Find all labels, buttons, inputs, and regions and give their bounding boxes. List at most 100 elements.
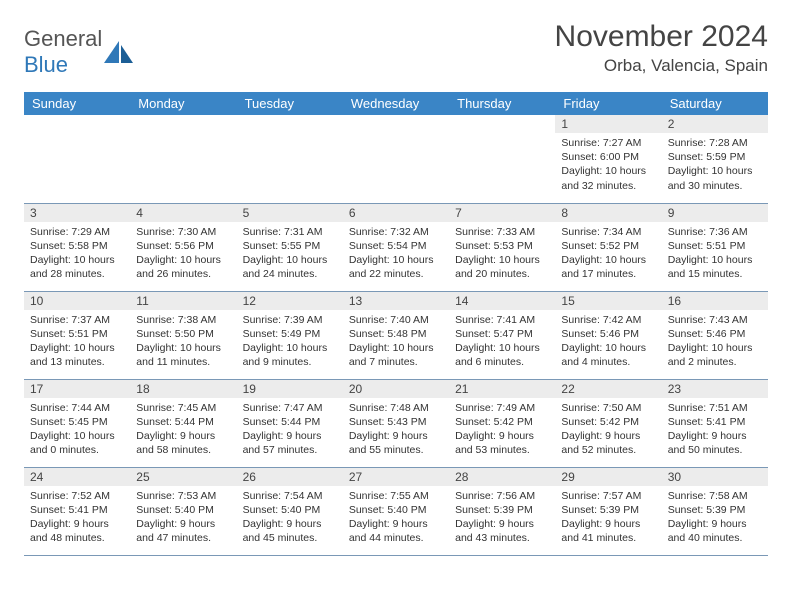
day-body: Sunrise: 7:31 AMSunset: 5:55 PMDaylight:… <box>237 222 343 286</box>
day-number: 11 <box>130 292 236 310</box>
location-text: Orba, Valencia, Spain <box>555 56 768 76</box>
calendar-cell: 14Sunrise: 7:41 AMSunset: 5:47 PMDayligh… <box>449 291 555 379</box>
sail-icon <box>102 39 136 67</box>
calendar-cell: 9Sunrise: 7:36 AMSunset: 5:51 PMDaylight… <box>662 203 768 291</box>
day-header: Thursday <box>449 92 555 115</box>
day-body: Sunrise: 7:42 AMSunset: 5:46 PMDaylight:… <box>555 310 661 374</box>
calendar-cell <box>24 115 130 203</box>
calendar-cell <box>343 115 449 203</box>
day-header: Sunday <box>24 92 130 115</box>
calendar-cell: 5Sunrise: 7:31 AMSunset: 5:55 PMDaylight… <box>237 203 343 291</box>
calendar-cell: 27Sunrise: 7:55 AMSunset: 5:40 PMDayligh… <box>343 467 449 555</box>
calendar-cell: 17Sunrise: 7:44 AMSunset: 5:45 PMDayligh… <box>24 379 130 467</box>
calendar-cell: 15Sunrise: 7:42 AMSunset: 5:46 PMDayligh… <box>555 291 661 379</box>
day-body: Sunrise: 7:30 AMSunset: 5:56 PMDaylight:… <box>130 222 236 286</box>
day-number: 10 <box>24 292 130 310</box>
day-body: Sunrise: 7:48 AMSunset: 5:43 PMDaylight:… <box>343 398 449 462</box>
day-number: 2 <box>662 115 768 133</box>
day-number: 8 <box>555 204 661 222</box>
calendar-week: 3Sunrise: 7:29 AMSunset: 5:58 PMDaylight… <box>24 203 768 291</box>
day-body: Sunrise: 7:38 AMSunset: 5:50 PMDaylight:… <box>130 310 236 374</box>
day-number: 22 <box>555 380 661 398</box>
calendar-cell: 6Sunrise: 7:32 AMSunset: 5:54 PMDaylight… <box>343 203 449 291</box>
day-number: 20 <box>343 380 449 398</box>
day-number: 12 <box>237 292 343 310</box>
calendar-cell: 28Sunrise: 7:56 AMSunset: 5:39 PMDayligh… <box>449 467 555 555</box>
calendar-cell: 10Sunrise: 7:37 AMSunset: 5:51 PMDayligh… <box>24 291 130 379</box>
day-body: Sunrise: 7:29 AMSunset: 5:58 PMDaylight:… <box>24 222 130 286</box>
day-body: Sunrise: 7:43 AMSunset: 5:46 PMDaylight:… <box>662 310 768 374</box>
calendar-cell: 2Sunrise: 7:28 AMSunset: 5:59 PMDaylight… <box>662 115 768 203</box>
calendar-cell <box>449 115 555 203</box>
day-body: Sunrise: 7:41 AMSunset: 5:47 PMDaylight:… <box>449 310 555 374</box>
day-number: 13 <box>343 292 449 310</box>
day-body: Sunrise: 7:51 AMSunset: 5:41 PMDaylight:… <box>662 398 768 462</box>
calendar-cell: 18Sunrise: 7:45 AMSunset: 5:44 PMDayligh… <box>130 379 236 467</box>
day-body: Sunrise: 7:32 AMSunset: 5:54 PMDaylight:… <box>343 222 449 286</box>
day-body: Sunrise: 7:55 AMSunset: 5:40 PMDaylight:… <box>343 486 449 550</box>
day-number: 5 <box>237 204 343 222</box>
calendar-week: 17Sunrise: 7:44 AMSunset: 5:45 PMDayligh… <box>24 379 768 467</box>
day-number: 25 <box>130 468 236 486</box>
brand-text: General Blue <box>24 26 102 78</box>
day-header: Saturday <box>662 92 768 115</box>
calendar-cell: 30Sunrise: 7:58 AMSunset: 5:39 PMDayligh… <box>662 467 768 555</box>
day-header: Monday <box>130 92 236 115</box>
day-body: Sunrise: 7:53 AMSunset: 5:40 PMDaylight:… <box>130 486 236 550</box>
day-number: 9 <box>662 204 768 222</box>
day-number: 18 <box>130 380 236 398</box>
calendar-cell: 12Sunrise: 7:39 AMSunset: 5:49 PMDayligh… <box>237 291 343 379</box>
day-number: 24 <box>24 468 130 486</box>
day-number: 23 <box>662 380 768 398</box>
day-number: 16 <box>662 292 768 310</box>
day-body: Sunrise: 7:45 AMSunset: 5:44 PMDaylight:… <box>130 398 236 462</box>
calendar-cell <box>237 115 343 203</box>
day-body: Sunrise: 7:33 AMSunset: 5:53 PMDaylight:… <box>449 222 555 286</box>
day-number: 30 <box>662 468 768 486</box>
day-body: Sunrise: 7:28 AMSunset: 5:59 PMDaylight:… <box>662 133 768 197</box>
calendar-cell: 23Sunrise: 7:51 AMSunset: 5:41 PMDayligh… <box>662 379 768 467</box>
calendar-week: 10Sunrise: 7:37 AMSunset: 5:51 PMDayligh… <box>24 291 768 379</box>
day-body: Sunrise: 7:49 AMSunset: 5:42 PMDaylight:… <box>449 398 555 462</box>
day-number: 1 <box>555 115 661 133</box>
day-body: Sunrise: 7:37 AMSunset: 5:51 PMDaylight:… <box>24 310 130 374</box>
calendar-cell: 26Sunrise: 7:54 AMSunset: 5:40 PMDayligh… <box>237 467 343 555</box>
brand-logo: General Blue <box>24 20 136 78</box>
day-body: Sunrise: 7:47 AMSunset: 5:44 PMDaylight:… <box>237 398 343 462</box>
calendar-cell: 22Sunrise: 7:50 AMSunset: 5:42 PMDayligh… <box>555 379 661 467</box>
brand-word1: General <box>24 26 102 51</box>
day-number: 27 <box>343 468 449 486</box>
day-header: Tuesday <box>237 92 343 115</box>
calendar-cell: 13Sunrise: 7:40 AMSunset: 5:48 PMDayligh… <box>343 291 449 379</box>
calendar-cell <box>130 115 236 203</box>
day-body: Sunrise: 7:36 AMSunset: 5:51 PMDaylight:… <box>662 222 768 286</box>
day-number: 26 <box>237 468 343 486</box>
day-number: 7 <box>449 204 555 222</box>
calendar-cell: 8Sunrise: 7:34 AMSunset: 5:52 PMDaylight… <box>555 203 661 291</box>
header-row: General Blue November 2024 Orba, Valenci… <box>24 20 768 78</box>
day-number: 4 <box>130 204 236 222</box>
calendar-cell: 20Sunrise: 7:48 AMSunset: 5:43 PMDayligh… <box>343 379 449 467</box>
day-body: Sunrise: 7:54 AMSunset: 5:40 PMDaylight:… <box>237 486 343 550</box>
day-body: Sunrise: 7:34 AMSunset: 5:52 PMDaylight:… <box>555 222 661 286</box>
day-number: 17 <box>24 380 130 398</box>
calendar-cell: 4Sunrise: 7:30 AMSunset: 5:56 PMDaylight… <box>130 203 236 291</box>
calendar-cell: 25Sunrise: 7:53 AMSunset: 5:40 PMDayligh… <box>130 467 236 555</box>
calendar-cell: 21Sunrise: 7:49 AMSunset: 5:42 PMDayligh… <box>449 379 555 467</box>
calendar-cell: 1Sunrise: 7:27 AMSunset: 6:00 PMDaylight… <box>555 115 661 203</box>
calendar-cell: 24Sunrise: 7:52 AMSunset: 5:41 PMDayligh… <box>24 467 130 555</box>
title-block: November 2024 Orba, Valencia, Spain <box>555 20 768 76</box>
day-body: Sunrise: 7:52 AMSunset: 5:41 PMDaylight:… <box>24 486 130 550</box>
page-title: November 2024 <box>555 20 768 54</box>
calendar-cell: 16Sunrise: 7:43 AMSunset: 5:46 PMDayligh… <box>662 291 768 379</box>
day-body: Sunrise: 7:57 AMSunset: 5:39 PMDaylight:… <box>555 486 661 550</box>
day-number: 3 <box>24 204 130 222</box>
day-body: Sunrise: 7:40 AMSunset: 5:48 PMDaylight:… <box>343 310 449 374</box>
day-body: Sunrise: 7:50 AMSunset: 5:42 PMDaylight:… <box>555 398 661 462</box>
calendar-cell: 7Sunrise: 7:33 AMSunset: 5:53 PMDaylight… <box>449 203 555 291</box>
day-header: Friday <box>555 92 661 115</box>
day-header: Wednesday <box>343 92 449 115</box>
day-number: 29 <box>555 468 661 486</box>
day-body: Sunrise: 7:56 AMSunset: 5:39 PMDaylight:… <box>449 486 555 550</box>
day-number: 6 <box>343 204 449 222</box>
